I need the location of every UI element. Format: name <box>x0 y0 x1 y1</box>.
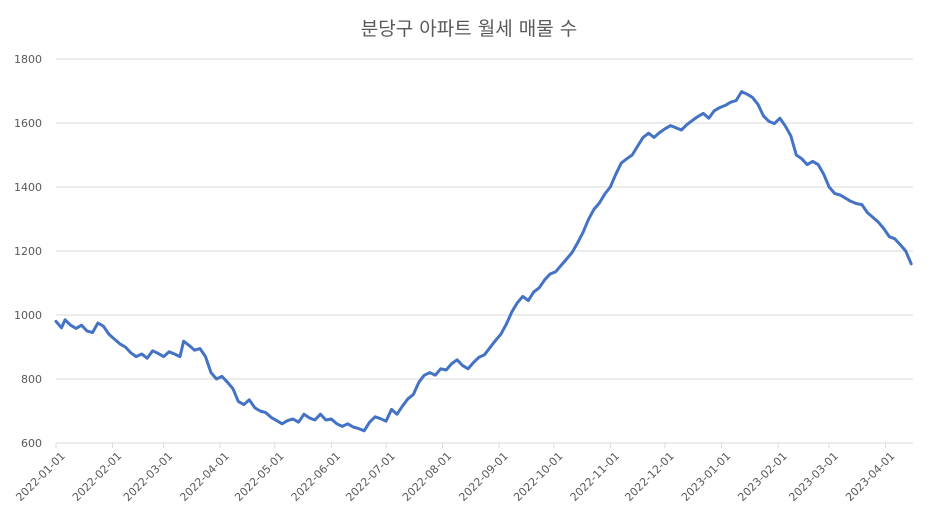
x-tick-label: 2022-10-01 <box>511 450 565 504</box>
x-tick-label: 2023-03-01 <box>786 450 840 504</box>
y-tick-label: 1800 <box>14 53 42 66</box>
x-tick-label: 2022-05-01 <box>232 450 286 504</box>
x-tick-label: 2022-09-01 <box>456 450 510 504</box>
x-tick-label: 2022-03-01 <box>121 450 175 504</box>
y-tick-label: 1600 <box>14 117 42 130</box>
x-tick-label: 2022-07-01 <box>343 450 397 504</box>
x-tick-label: 2022-04-01 <box>177 450 231 504</box>
y-tick-label: 600 <box>21 437 42 450</box>
x-tick-label: 2022-02-01 <box>70 450 124 504</box>
y-tick-label: 800 <box>21 373 42 386</box>
y-tick-label: 1000 <box>14 309 42 322</box>
x-tick-label: 2022-11-01 <box>568 450 622 504</box>
x-tick-label: 2023-04-01 <box>843 450 897 504</box>
series-line <box>54 90 913 433</box>
x-tick-label: 2022-06-01 <box>289 450 343 504</box>
chart-title: 분당구 아파트 월세 매물 수 <box>360 18 578 40</box>
x-tick-label: 2023-01-01 <box>679 450 733 504</box>
x-tick-label: 2022-12-01 <box>622 450 676 504</box>
x-tick-label: 2023-02-01 <box>735 450 789 504</box>
series-layer <box>54 90 913 433</box>
x-tick-label: 2022-08-01 <box>400 450 454 504</box>
y-tick-label: 1400 <box>14 181 42 194</box>
y-axis-ticks: 600 800 1000 1200 1400 1600 1800 <box>14 53 42 450</box>
y-tick-label: 1200 <box>14 245 42 258</box>
grid-lines <box>56 58 913 444</box>
x-tick-label: 2022-01-01 <box>13 450 67 504</box>
